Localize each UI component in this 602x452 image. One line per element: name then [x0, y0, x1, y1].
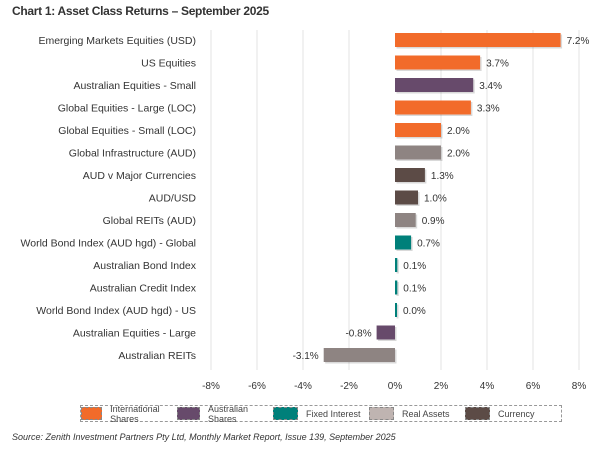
data-label: 3.3% [477, 104, 500, 115]
bar-shadow [396, 304, 399, 319]
x-tick-label: -6% [248, 381, 266, 392]
legend-swatch [81, 407, 103, 420]
category-label: US Equities [141, 58, 196, 70]
source-note: Source: Zenith Investment Partners Pty L… [12, 432, 396, 442]
x-tick-label: -2% [340, 381, 358, 392]
chart-title: Chart 1: Asset Class Returns – September… [12, 4, 269, 18]
bar-shadow [396, 282, 399, 296]
legend-label: Currency [498, 408, 535, 419]
bar [376, 325, 395, 340]
x-tick-label: -4% [294, 381, 312, 392]
bar [395, 190, 418, 205]
category-label: Australian Equities - Large [73, 328, 196, 340]
bar [395, 100, 471, 115]
data-label: -3.1% [293, 351, 319, 362]
category-label: Global Infrastructure (AUD) [69, 148, 196, 160]
x-tick-label: 2% [434, 381, 449, 392]
legend-item: Real Assets [369, 407, 465, 420]
bar [395, 55, 481, 70]
legend-label: Australian Shares [208, 403, 249, 424]
data-label: 7.2% [567, 36, 590, 47]
legend: International Shares Australian Shares Fix… [80, 404, 562, 424]
data-label: 1.3% [431, 171, 454, 182]
category-label: Australian REITs [118, 350, 196, 362]
bar [395, 280, 398, 295]
data-label: -0.8% [345, 329, 371, 340]
legend-item: Australian Shares [177, 404, 273, 424]
data-label: 2.0% [447, 149, 470, 160]
bar [395, 235, 412, 250]
data-label: 2.0% [447, 126, 470, 137]
bar [395, 33, 561, 47]
data-label: 3.7% [486, 59, 509, 70]
bar [395, 213, 416, 227]
x-tick-label: 4% [480, 381, 495, 392]
x-tick-label: 6% [526, 381, 541, 392]
category-label: Australian Credit Index [90, 283, 197, 295]
legend-swatch [273, 407, 298, 420]
legend-item: Currency [465, 407, 561, 420]
legend-item: Fixed Interest [273, 407, 369, 420]
bar-shadow [396, 259, 399, 274]
category-label: Australian Bond Index [93, 260, 196, 272]
category-label: Australian Equities - Small [73, 80, 196, 92]
data-label: 1.0% [424, 194, 447, 205]
bar [395, 78, 474, 92]
bar [323, 348, 395, 362]
category-label: Global Equities - Small (LOC) [58, 125, 196, 137]
bar [395, 168, 425, 182]
bar-chart: -8% -6% -4% -2% 0% 2% 4% 6% 8% Emerging Markets E… [21, 30, 590, 392]
bar [395, 303, 397, 317]
category-label: AUD v Major Currencies [83, 170, 196, 182]
data-label: 3.4% [479, 81, 502, 92]
legend-label: Fixed Interest [306, 408, 361, 419]
legend-label: Real Assets [402, 408, 450, 419]
legend-label: International Shares [110, 403, 160, 424]
legend-swatch [369, 407, 394, 420]
data-label: 0.1% [403, 284, 426, 295]
legend-swatch [465, 407, 490, 420]
data-label: 0.9% [422, 216, 445, 227]
legend-item: International Shares [81, 404, 177, 424]
category-label: Global Equities - Large (LOC) [58, 103, 196, 115]
data-label: 0.1% [403, 261, 426, 272]
bar [395, 123, 441, 137]
legend-swatch [177, 407, 201, 420]
bar [395, 258, 398, 272]
data-label: 0.0% [403, 306, 426, 317]
bar [395, 145, 441, 160]
x-tick-label: 0% [388, 381, 403, 392]
x-tick-label: -8% [202, 381, 220, 392]
category-label: World Bond Index (AUD hgd) - Global [21, 238, 196, 250]
category-label: Emerging Markets Equities (USD) [38, 35, 196, 47]
category-label: World Bond Index (AUD hgd) - US [36, 305, 196, 317]
category-label: Global REITs (AUD) [103, 215, 196, 227]
data-label: 0.7% [417, 239, 440, 250]
x-tick-label: 8% [572, 381, 587, 392]
category-label: AUD/USD [149, 193, 197, 205]
